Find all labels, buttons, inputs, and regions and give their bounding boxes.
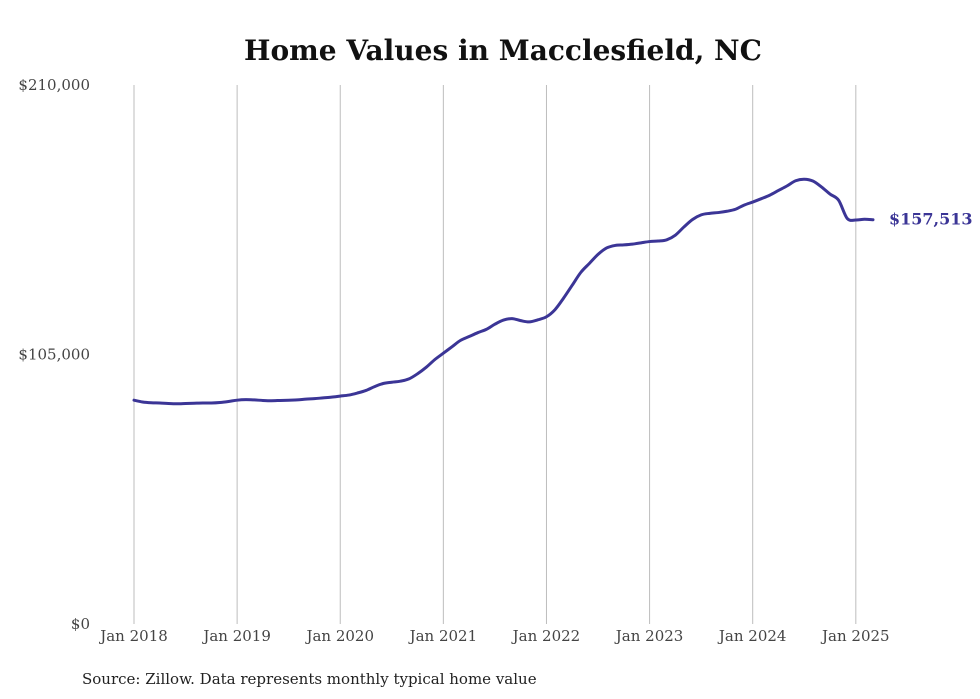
y-tick-label: $105,000 (18, 346, 90, 364)
x-tick-label: Jan 2019 (201, 627, 271, 645)
y-tick-label: $210,000 (18, 76, 90, 94)
x-tick-label: Jan 2020 (304, 627, 374, 645)
data-labels: $157,513 (889, 210, 973, 229)
x-tick-label: Jan 2025 (820, 627, 890, 645)
gridlines (133, 85, 857, 624)
x-tick-label: Jan 2022 (511, 627, 581, 645)
series-line (132, 177, 875, 406)
series-layer (132, 177, 875, 406)
y-tick-label: $0 (71, 615, 90, 633)
x-tick-label: Jan 2024 (717, 627, 787, 645)
x-tick-label: Jan 2023 (614, 627, 684, 645)
end-value-label: $157,513 (889, 210, 973, 229)
chart-title: Home Values in Macclesfield, NC (244, 34, 762, 67)
x-tick-label: Jan 2018 (98, 627, 168, 645)
x-axis: Jan 2018 Jan 2019 Jan 2020 Jan 2021 Jan 2022… (98, 627, 889, 645)
x-tick-label: Jan 2021 (408, 627, 478, 645)
y-axis: $0 $105,000 $210,000 (18, 76, 90, 633)
source-note: Source: Zillow. Data represents monthly … (82, 670, 537, 688)
